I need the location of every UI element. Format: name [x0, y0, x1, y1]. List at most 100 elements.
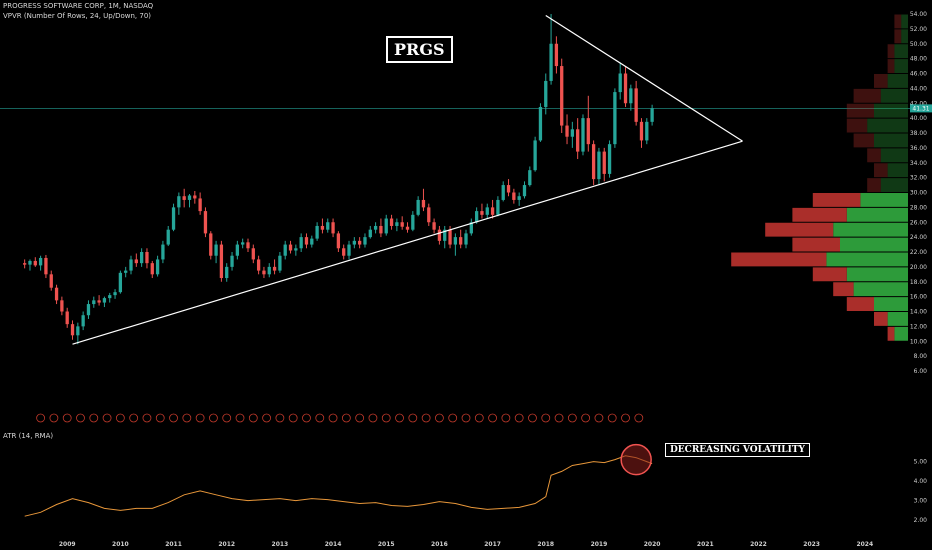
candle-body	[214, 244, 218, 256]
vp-down-bar	[874, 163, 888, 178]
candle-body	[560, 66, 564, 126]
candle-body	[474, 211, 479, 223]
earnings-marker	[381, 413, 391, 423]
candle-body	[347, 244, 351, 256]
volatility-annotation: DECREASING VOLATILITY	[665, 443, 810, 457]
vp-up-bar	[887, 163, 908, 178]
earnings-marker	[248, 413, 258, 423]
price-tick-label: 52.00	[910, 26, 927, 33]
candle-body	[512, 192, 516, 200]
atr-indicator-line[interactable]: ATR (14, RMA)	[3, 432, 54, 440]
price-tick-label: 18.00	[910, 279, 927, 286]
time-tick-label: 2022	[750, 541, 767, 548]
candle-body	[315, 225, 319, 239]
candle-body	[650, 108, 654, 122]
vp-down-bar	[833, 282, 854, 297]
symbol-line[interactable]: PROGRESS SOFTWARE CORP, 1M, NASDAQ	[3, 2, 154, 10]
candle-body	[389, 218, 394, 226]
price-tick-label: 54.00	[910, 11, 927, 18]
candle-body	[155, 259, 160, 275]
price-tick-label: 34.00	[910, 160, 927, 167]
candle-body	[161, 244, 165, 260]
price-tick-label: 46.00	[910, 71, 927, 78]
earnings-marker	[62, 413, 72, 423]
vp-down-bar	[731, 252, 827, 267]
price-tick-label: 48.00	[910, 56, 927, 63]
candle-body	[549, 43, 553, 81]
time-tick-label: 2024	[856, 541, 873, 548]
price-tick-label: 24.00	[910, 234, 927, 241]
vpvr-indicator-line[interactable]: VPVR (Number Of Rows, 24, Up/Down, 70)	[3, 12, 152, 20]
vp-up-bar	[867, 118, 908, 133]
price-tick-label: 40.00	[910, 115, 927, 122]
vp-down-bar	[853, 88, 881, 103]
price-tick-label: 10.00	[910, 338, 927, 345]
atr-tick-label: 3.00	[914, 498, 928, 505]
candle-body	[97, 300, 101, 303]
trendlines	[72, 14, 743, 345]
candle-body	[485, 207, 489, 215]
atr-axis: 2.00 3.00 4.00 5.00	[914, 459, 928, 524]
candle-body	[108, 295, 112, 299]
trendline-resistance	[545, 14, 743, 142]
time-tick-label: 2013	[272, 541, 289, 548]
earnings-marker	[49, 413, 59, 423]
earnings-marker	[169, 413, 178, 423]
candle-body	[288, 244, 293, 251]
price-tick-label: 22.00	[910, 249, 927, 256]
earnings-marker	[554, 413, 564, 423]
earnings-marker	[607, 413, 617, 423]
candle-body	[570, 129, 574, 137]
candle-body	[171, 207, 176, 230]
vp-up-bar	[880, 178, 908, 192]
time-tick-label: 2015	[378, 541, 395, 548]
candle-body	[241, 242, 245, 245]
ticker-annotation: PRGS	[386, 36, 453, 63]
vp-up-bar	[880, 88, 908, 103]
last-price-text: 41.31	[912, 105, 929, 112]
vp-down-bar	[765, 222, 834, 237]
earnings-marker	[634, 413, 644, 423]
price-tick-label: 32.00	[910, 175, 927, 182]
candle-body	[645, 121, 649, 141]
atr-peak-highlight	[620, 443, 652, 476]
time-axis: 2009 2010 2011 2012 2013 2014 2015 2016 2017 2018…	[59, 541, 873, 548]
vp-up-bar	[901, 29, 908, 44]
candle-body	[591, 144, 596, 180]
candle-body	[92, 300, 96, 305]
candle-body	[310, 238, 314, 245]
candle-body	[304, 237, 309, 245]
vp-up-bar	[894, 44, 908, 59]
candle-body	[496, 199, 500, 215]
vp-up-bar	[887, 74, 908, 88]
time-tick-label: 2017	[484, 541, 501, 548]
price-tick-label: 26.00	[910, 219, 927, 226]
time-tick-label: 2021	[697, 541, 714, 548]
candle-body	[86, 304, 91, 316]
vp-up-bar	[860, 193, 908, 207]
earnings-marker	[594, 413, 604, 423]
candle-body	[448, 229, 452, 245]
vp-up-bar	[887, 312, 908, 326]
earnings-marker	[262, 413, 271, 423]
candle-body	[469, 222, 473, 234]
earnings-marker	[315, 413, 325, 423]
candle-body	[145, 252, 149, 264]
candle-body	[193, 195, 197, 199]
candle-body	[618, 73, 622, 93]
candle-body	[384, 218, 388, 234]
candle-body	[443, 229, 447, 241]
earnings-marker	[567, 413, 577, 423]
time-tick-label: 2016	[431, 541, 448, 548]
candle-body	[44, 257, 48, 275]
candle-body	[629, 88, 633, 104]
candle-body	[342, 248, 346, 256]
vp-down-bar	[812, 193, 861, 207]
candle-body	[405, 226, 410, 230]
candle-body	[299, 237, 303, 249]
candle-body	[506, 185, 511, 193]
candle-body	[464, 233, 468, 245]
vp-down-bar	[792, 237, 840, 252]
candle-body	[576, 129, 580, 152]
candle-body	[533, 140, 537, 171]
